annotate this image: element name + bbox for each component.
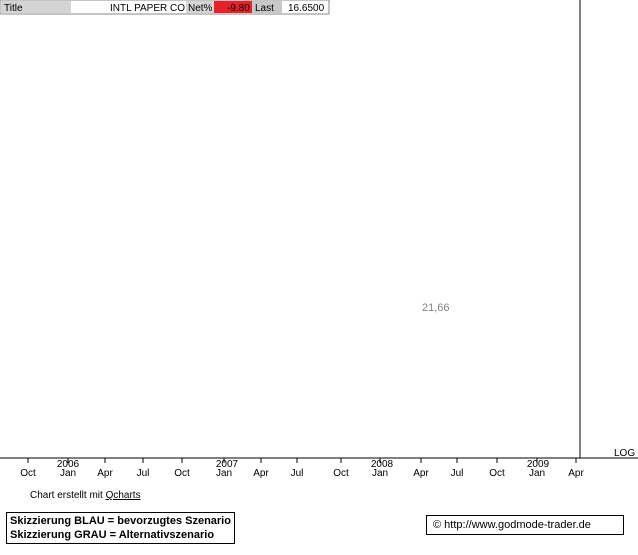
log-scale-label: LOG	[614, 448, 635, 459]
header-title-label: Title	[4, 3, 23, 14]
support-annotation: 21,66	[422, 302, 450, 314]
website-link[interactable]: http://www.godmode-trader.de	[444, 519, 591, 531]
x-tick-label: Jan	[216, 468, 232, 479]
x-tick-label: Apr	[97, 468, 113, 479]
credit-prefix: Chart erstellt mit	[30, 490, 106, 501]
copyright-icon: ©	[433, 519, 442, 531]
x-tick-label: Jan	[529, 468, 545, 479]
x-axis: Oct Jan Apr Jul Oct Jan Apr Jul Oct Jan Apr Jul Oct J…	[20, 458, 584, 479]
header-last-label: Last	[255, 3, 274, 14]
website-box[interactable]: © http://www.godmode-trader.de	[426, 515, 624, 535]
x-tick-label: Oct	[174, 468, 190, 479]
x-tick-label: Apr	[413, 468, 429, 479]
x-tick-label: Jul	[137, 468, 150, 479]
x-year-label: 2007	[216, 459, 239, 470]
header-netpct-label: Net%	[188, 3, 213, 14]
x-tick-label: Oct	[333, 468, 349, 479]
x-tick-label: Jul	[291, 468, 304, 479]
x-year-label: 2009	[527, 459, 550, 470]
header-symbol-name: INTL PAPER CO	[110, 3, 185, 14]
chart-credit: Chart erstellt mit Qcharts	[30, 490, 141, 501]
header-netpct-value: -9.80	[227, 3, 250, 14]
x-year-label: 2006	[57, 459, 80, 470]
x-tick-label: Jul	[451, 468, 464, 479]
header-last-value: 16.6500	[288, 3, 325, 14]
x-tick-label: Apr	[253, 468, 269, 479]
chart-header: Title INTL PAPER CO Net% -9.80 Last 16.6…	[0, 0, 330, 15]
x-tick-label: Oct	[489, 468, 505, 479]
note-grey-scenario: Skizzierung GRAU = Alternativszenario	[10, 529, 215, 541]
x-tick-label: Jan	[372, 468, 388, 479]
x-tick-label: Apr	[568, 468, 584, 479]
x-tick-label: Jan	[60, 468, 76, 479]
note-blue-scenario: Skizzierung BLAU = bevorzugtes Szenario	[10, 515, 231, 527]
qcharts-link[interactable]: Qcharts	[105, 490, 141, 501]
x-year-label: 2008	[371, 459, 394, 470]
legend-notes: Skizzierung BLAU = bevorzugtes Szenario …	[6, 512, 235, 544]
x-tick-label: Oct	[20, 468, 36, 479]
